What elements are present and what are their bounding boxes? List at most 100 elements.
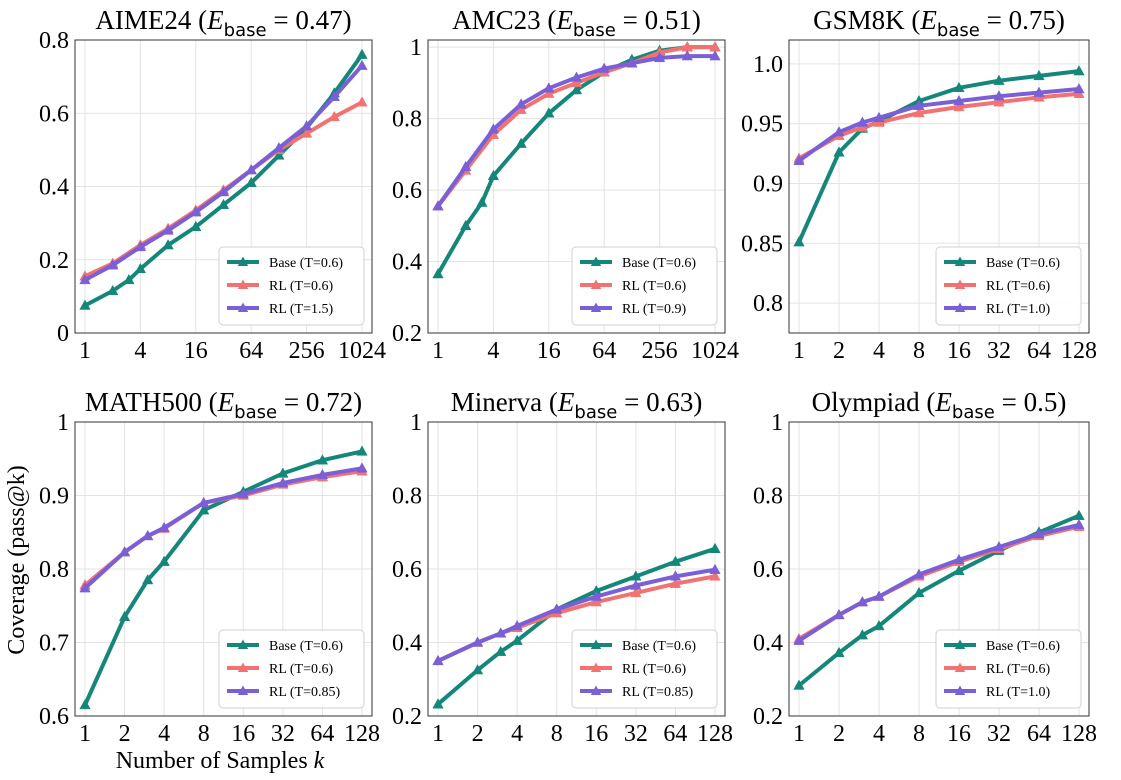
legend-label: RL (T=0.6) <box>622 279 686 294</box>
data-point <box>1073 509 1085 520</box>
data-point <box>471 664 484 675</box>
legend: Base (T=0.6) RL (T=0.6) RL (T=0.85) <box>571 629 718 709</box>
data-point <box>460 219 472 231</box>
data-point <box>495 645 507 656</box>
data-point <box>245 176 257 188</box>
x-tick-label: 64 <box>239 338 263 364</box>
panel-title-name: AIME24 ( <box>95 5 207 35</box>
data-point <box>79 273 91 285</box>
x-tick-label: 4 <box>873 721 885 747</box>
panel-title: AIME24 (Ebase = 0.47) <box>95 5 351 41</box>
panel-title-close: ) <box>1057 387 1066 417</box>
data-point <box>570 71 583 82</box>
legend-swatch-marker <box>237 279 249 289</box>
y-tick-label: 0.8 <box>392 484 422 510</box>
panel-olympiad: 1 2 4 8 16 32 64 128 0.2 0.4 0.6 0.8 1 Olympiad (Ebas… <box>753 387 1097 747</box>
panel-amc23: 1 4 16 64 256 1024 0.2 0.4 0.6 0.8 1 AMC23 (Ebase =… <box>392 5 739 364</box>
y-tick-label: 0.8 <box>753 291 783 317</box>
x-tick-label: 4 <box>487 338 499 364</box>
x-tick-label: 2 <box>472 721 484 747</box>
panel-title: GSM8K (Ebase = 0.75) <box>813 5 1065 41</box>
y-tick-label: 0.6 <box>753 557 783 583</box>
data-point <box>158 521 170 533</box>
legend: Base (T=0.6) RL (T=0.6) RL (T=0.85) <box>218 629 365 709</box>
panel-title-e: E <box>557 387 575 417</box>
y-tick-label: 0.4 <box>753 631 783 657</box>
data-point <box>162 224 174 235</box>
data-point <box>833 646 845 657</box>
data-point <box>190 220 202 231</box>
panel-title-close: ) <box>1056 5 1065 35</box>
legend-label: Base (T=0.6) <box>986 639 1060 654</box>
legend-label: RL (T=1.5) <box>269 302 333 317</box>
x-tick-label: 8 <box>913 338 925 364</box>
legend-swatch-marker <box>590 685 602 695</box>
x-axis-label-var: k <box>314 748 325 774</box>
data-point <box>142 574 154 585</box>
series-rl2 <box>793 518 1085 645</box>
data-point <box>543 82 555 93</box>
data-point <box>471 636 484 647</box>
legend-label: RL (T=0.6) <box>269 279 333 294</box>
data-point <box>953 553 965 565</box>
x-tick-label: 64 <box>592 338 616 364</box>
legend-swatch-marker <box>954 279 966 289</box>
data-point <box>873 619 885 631</box>
x-tick-label: 64 <box>310 721 334 747</box>
y-tick-label: 0.2 <box>392 704 422 730</box>
data-point <box>79 698 91 710</box>
data-point <box>107 284 119 296</box>
data-point <box>198 496 210 508</box>
series-line <box>83 466 363 590</box>
panel-minerva: 1 2 4 8 16 32 64 128 0.2 0.4 0.6 0.8 1 Minerva (Ebase… <box>392 387 733 747</box>
data-point <box>432 268 444 279</box>
panel-title-value: 0.51 <box>645 5 692 35</box>
legend: Base (T=0.6) RL (T=0.6) RL (T=0.9) <box>571 246 718 326</box>
data-point <box>709 542 721 553</box>
panel-title-name: MATH500 ( <box>85 387 218 417</box>
y-tick-label: 0.85 <box>741 231 783 257</box>
panel-title-value: 0.75 <box>1009 5 1056 35</box>
data-point <box>856 629 869 640</box>
data-point <box>476 196 488 207</box>
legend-swatch-marker <box>954 662 966 672</box>
data-point <box>432 654 444 666</box>
y-tick-label: 0.6 <box>392 557 422 583</box>
legend: Base (T=0.6) RL (T=0.6) RL (T=1.0) <box>935 246 1082 326</box>
panel-title-e: E <box>206 5 224 35</box>
y-tick-label: 1 <box>771 410 783 436</box>
data-point <box>328 90 340 101</box>
y-tick-label: 0.2 <box>753 704 783 730</box>
panel-title-name: AMC23 ( <box>452 5 556 35</box>
data-point <box>681 50 693 61</box>
x-tick-label: 16 <box>231 721 255 747</box>
panel-title-close: ) <box>693 387 702 417</box>
data-point <box>487 169 500 180</box>
panel-gsm8k: 1 2 4 8 16 32 64 128 0.8 0.85 0.9 0.95 1.0 GSM8K (Eba… <box>741 5 1097 364</box>
legend-swatch-marker <box>237 662 249 672</box>
legend-label: RL (T=1.0) <box>986 302 1050 317</box>
data-point <box>953 81 965 93</box>
series-rl2 <box>432 563 721 666</box>
x-tick-label: 2 <box>833 721 845 747</box>
axes-frame <box>427 39 726 334</box>
legend-swatch-marker <box>237 685 249 695</box>
data-point <box>511 619 523 631</box>
data-point <box>79 299 91 310</box>
legend-label: RL (T=0.85) <box>269 685 340 700</box>
legend-label: Base (T=0.6) <box>622 256 696 271</box>
y-tick-label: 1 <box>410 35 422 61</box>
data-point <box>669 570 682 581</box>
data-point <box>626 57 638 68</box>
legend-swatch-marker <box>237 639 249 649</box>
data-point <box>551 603 563 614</box>
data-point <box>993 96 1005 107</box>
data-point <box>570 84 583 95</box>
data-point <box>107 259 119 270</box>
x-tick-label: 128 <box>1061 721 1097 747</box>
legend-label: RL (T=0.9) <box>622 302 686 317</box>
panel-title-name: Olympiad ( <box>812 387 936 417</box>
data-point <box>142 529 154 541</box>
panel-title-eq: = <box>995 387 1024 417</box>
y-axis-label: Coverage (pass@k) <box>4 465 30 654</box>
